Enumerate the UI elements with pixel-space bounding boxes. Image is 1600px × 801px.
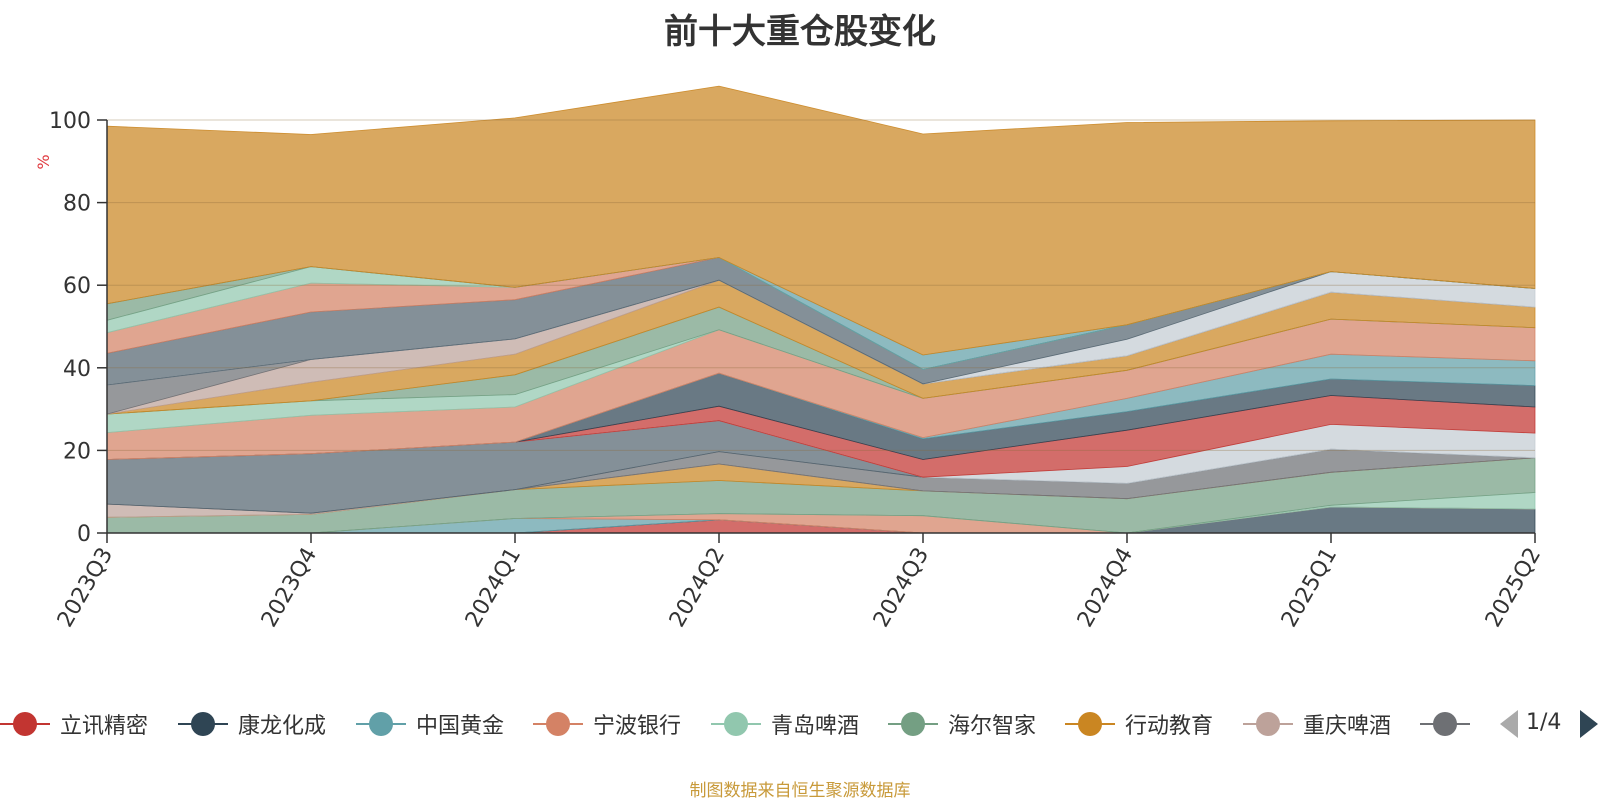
x-tick-label-1: 2023Q4 [257, 544, 322, 632]
legend-item-6[interactable]: 行动教育 [1065, 706, 1213, 742]
y-tick-label-20: 20 [63, 439, 91, 464]
area-series-26 [106, 85, 1536, 356]
legend-page-info: 1/4 [1526, 710, 1562, 735]
legend: 立讯精密 康龙化成 中国黄金 宁波银行 青岛啤酒 海尔智家 行动教育 重庆啤酒 [0, 706, 1600, 742]
x-tick-label-0: 2023Q3 [53, 544, 118, 632]
legend-symbol-5 [888, 706, 938, 742]
x-tick-label-5: 2024Q4 [1073, 544, 1138, 632]
legend-symbol-2 [356, 706, 406, 742]
y-tick-label-60: 60 [63, 274, 91, 299]
legend-label-0: 立讯精密 [60, 714, 149, 739]
x-tick-label-6: 2025Q1 [1277, 544, 1342, 632]
legend-label-4: 青岛啤酒 [771, 714, 860, 739]
legend-label-6: 行动教育 [1125, 714, 1214, 739]
legend-item-7[interactable]: 重庆啤酒 [1243, 706, 1391, 742]
legend-next-page-icon[interactable] [1580, 710, 1598, 738]
legend-item-8[interactable] [1420, 706, 1470, 742]
legend-prev-page-icon[interactable] [1500, 710, 1518, 738]
x-tick-label-2: 2024Q1 [461, 544, 526, 632]
legend-label-1: 康龙化成 [238, 714, 327, 739]
y-tick-label-100: 100 [49, 109, 91, 134]
legend-item-4[interactable]: 青岛啤酒 [711, 706, 859, 742]
legend-label-5: 海尔智家 [948, 714, 1037, 739]
legend-item-0[interactable]: 立讯精密 [0, 706, 148, 742]
legend-label-7: 重庆啤酒 [1303, 714, 1392, 739]
legend-symbol-8 [1420, 706, 1470, 742]
chart-title: 前十大重仓股变化 [664, 12, 936, 52]
legend-symbol-4 [711, 706, 761, 742]
legend-label-2: 中国黄金 [416, 714, 505, 739]
x-tick-label-3: 2024Q2 [665, 544, 730, 632]
x-tick-label-7: 2025Q2 [1481, 544, 1546, 632]
chart-svg: 0 20 40 60 80 100% 2023Q3 2023Q4 2024Q1 2024Q2 202… [34, 85, 1546, 632]
legend-symbol-7 [1243, 706, 1293, 742]
legend-item-2[interactable]: 中国黄金 [356, 706, 504, 742]
y-tick-label-0: 0 [77, 522, 91, 547]
legend-label-3: 宁波银行 [593, 714, 682, 739]
legend-item-5[interactable]: 海尔智家 [888, 706, 1036, 742]
y-axis-label: % [34, 154, 53, 169]
legend-symbol-6 [1065, 706, 1115, 742]
legend-symbol-1 [178, 706, 228, 742]
area-layers [106, 85, 1536, 534]
y-tick-label-40: 40 [63, 357, 91, 382]
x-tick-label-4: 2024Q3 [869, 544, 934, 632]
legend-pager: 1/4 [1498, 706, 1600, 742]
legend-item-1[interactable]: 康龙化成 [178, 706, 326, 742]
y-tick-label-80: 80 [63, 192, 91, 217]
legend-symbol-3 [533, 706, 583, 742]
grid-lines [107, 119, 1535, 451]
source-note: 制图数据来自恒生聚源数据库 [689, 781, 911, 801]
legend-item-3[interactable]: 宁波银行 [533, 706, 681, 742]
legend-symbol-0 [0, 706, 50, 742]
